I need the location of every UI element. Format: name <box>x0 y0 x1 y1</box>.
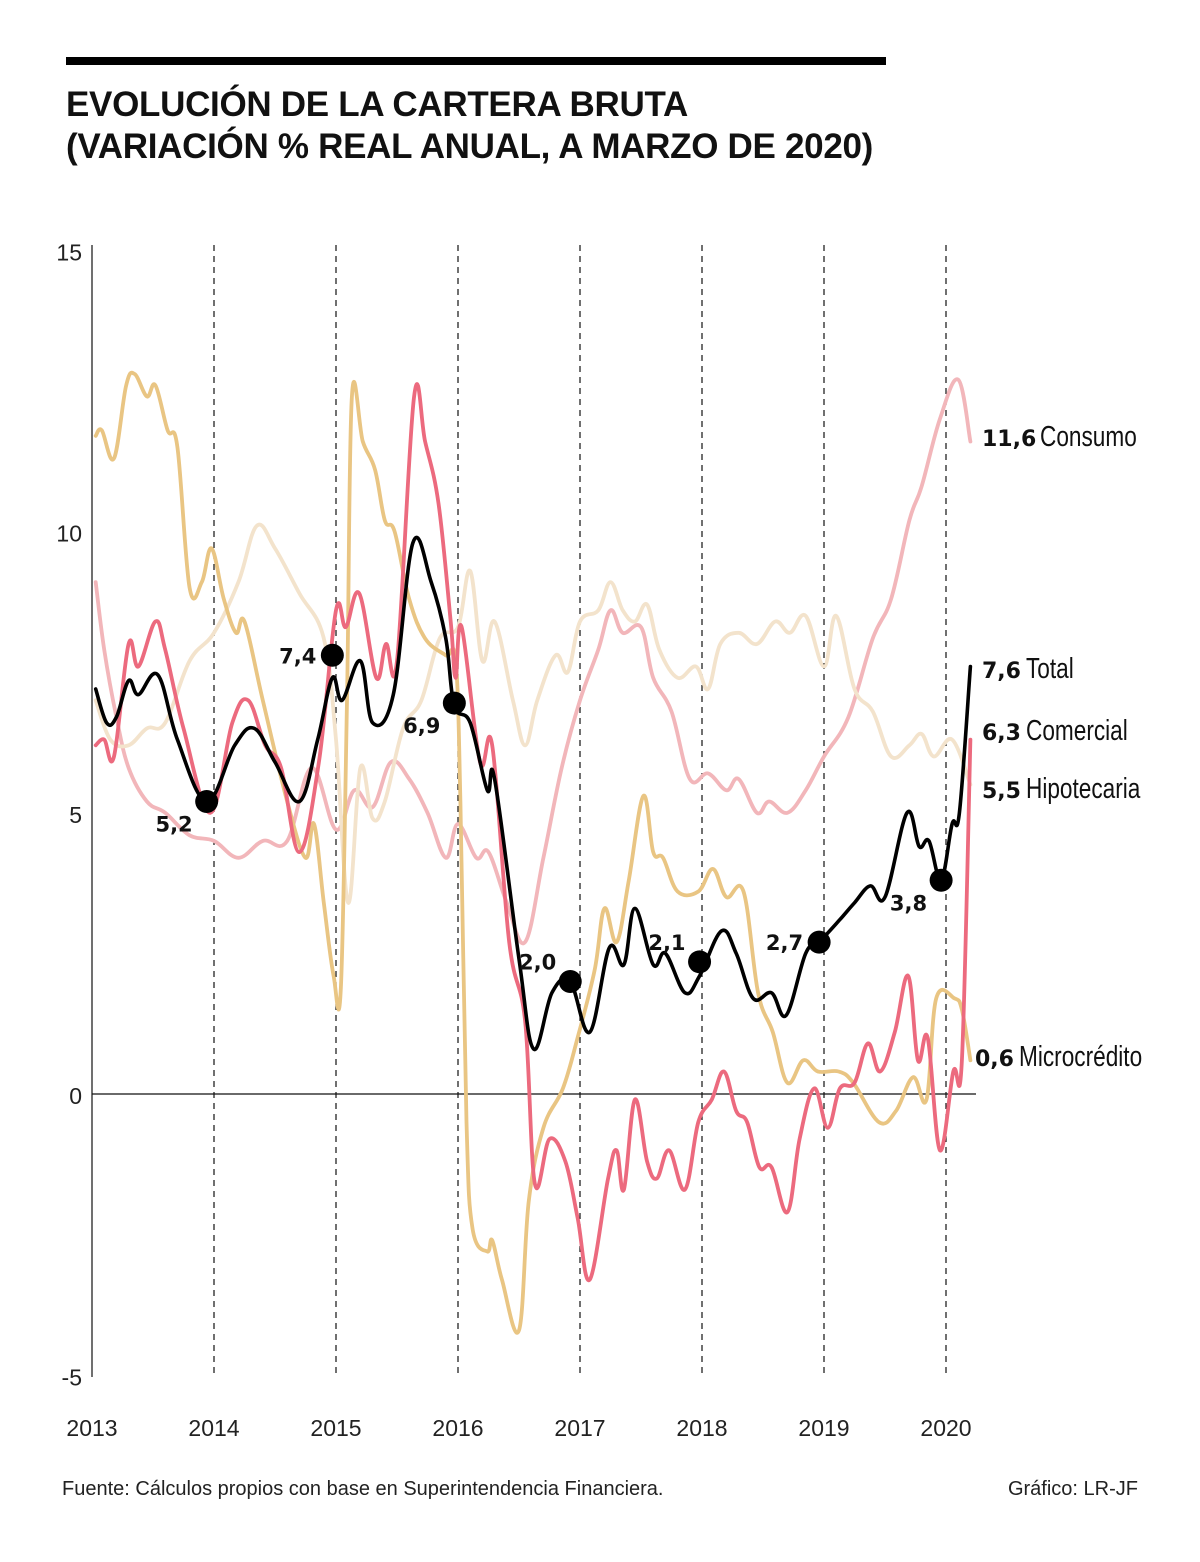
data-point-marker <box>807 930 831 954</box>
y-tick-label: 5 <box>69 802 82 828</box>
series-name-group: Microcrédito <box>1019 1039 1142 1072</box>
series-line-comercial <box>93 382 973 1282</box>
data-point-marker <box>929 868 953 892</box>
data-point-marker <box>195 790 219 813</box>
x-tick-label: 2018 <box>676 1415 727 1441</box>
series-name-group: Consumo <box>1040 419 1137 452</box>
data-point-label: 2,1 <box>648 931 685 955</box>
chart-title-line2: (VARIACIÓN % REAL ANUAL, A MARZO DE 2020… <box>66 127 874 166</box>
series-name-label: Consumo <box>1040 419 1137 452</box>
series-line-consumo <box>93 377 973 946</box>
series-name-label: Comercial <box>1026 713 1128 746</box>
axes: 2013 2014 2015 2016 2017 2018 2019 2020 15 10 5 0 -5 <box>56 239 976 1441</box>
data-point-label: 2,0 <box>519 951 556 975</box>
end-value-label: 0,6 <box>975 1047 1014 1072</box>
data-point-label: 3,8 <box>890 891 927 915</box>
credit-note: Gráfico: LR-JF <box>1007 1478 1138 1500</box>
x-tick-label: 2015 <box>310 1415 361 1441</box>
data-point-marker <box>688 950 712 974</box>
end-value-label: 11,6 <box>982 427 1036 452</box>
data-point-label: 6,9 <box>403 714 440 738</box>
series-name-label: Total <box>1026 651 1074 684</box>
y-tick-label: 10 <box>56 521 82 547</box>
x-tick-label: 2014 <box>188 1415 239 1441</box>
x-tick-label: 2013 <box>66 1415 117 1441</box>
y-tick-label: 0 <box>69 1083 82 1109</box>
data-point-marker <box>558 970 582 993</box>
series-name-label: Hipotecaria <box>1026 771 1141 804</box>
data-point-marker <box>320 643 344 667</box>
data-point-label: 7,4 <box>279 644 316 668</box>
end-value-label: 6,3 <box>982 721 1021 746</box>
chart-title: EVOLUCIÓN DE LA CARTERA BRUTA (VARIACIÓN… <box>66 84 873 168</box>
y-tick-label: 15 <box>56 239 82 265</box>
series-name-group: Total <box>1026 651 1074 684</box>
series-name-label: Microcrédito <box>1019 1039 1142 1072</box>
series-end-labels: 11,6 Consumo 5,5 Hipotecaria 0,6 Microcrédito… <box>975 419 1142 1072</box>
x-tick-label: 2019 <box>798 1415 849 1441</box>
series-line-total <box>93 535 973 1051</box>
data-point-marker <box>442 691 466 715</box>
data-point-label: 2,7 <box>766 931 803 955</box>
series-line-hipotecaria <box>93 522 973 905</box>
data-point-label: 5,2 <box>155 813 192 837</box>
year-gridlines <box>213 245 947 1375</box>
x-tick-label: 2016 <box>432 1415 483 1441</box>
end-value-label: 5,5 <box>982 779 1021 804</box>
series-name-group: Hipotecaria <box>1026 771 1141 804</box>
x-tick-label: 2020 <box>920 1415 971 1441</box>
source-note: Fuente: Cálculos propios con base en Sup… <box>62 1478 664 1500</box>
x-tick-label: 2017 <box>554 1415 605 1441</box>
series-line-microcredito <box>93 370 973 1335</box>
y-tick-label: -5 <box>62 1364 82 1390</box>
title-rule <box>66 57 886 65</box>
end-value-label: 7,6 <box>982 659 1021 684</box>
chart-title-line1: EVOLUCIÓN DE LA CARTERA BRUTA <box>66 85 688 124</box>
annotations: 5,2 7,4 6,9 2,0 2,1 2,7 3,8 <box>155 643 953 993</box>
series-lines <box>93 370 973 1335</box>
series-name-group: Comercial <box>1026 713 1128 746</box>
